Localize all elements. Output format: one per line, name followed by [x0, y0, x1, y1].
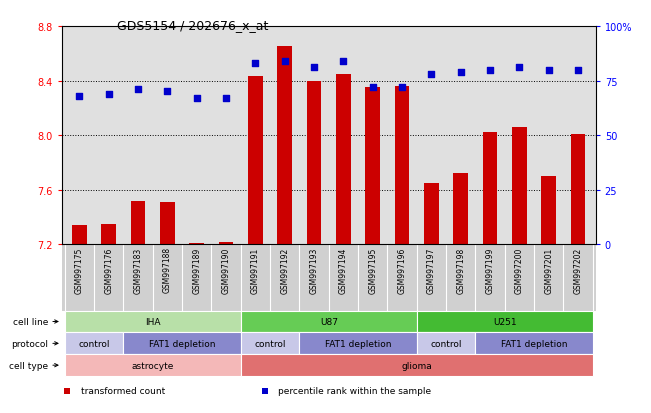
Bar: [65, 354, 241, 376]
Bar: [483, 133, 497, 244]
Bar: [307, 81, 322, 244]
Point: [339, 58, 349, 65]
Bar: [241, 354, 592, 376]
Bar: [102, 224, 116, 244]
Text: protocol: protocol: [12, 339, 48, 348]
Text: GSM997189: GSM997189: [192, 247, 201, 293]
Text: GDS5154 / 202676_x_at: GDS5154 / 202676_x_at: [117, 19, 269, 31]
Bar: [336, 74, 351, 244]
Bar: [241, 311, 417, 332]
Text: IHA: IHA: [145, 317, 161, 326]
Bar: [365, 88, 380, 244]
Text: cell line: cell line: [13, 317, 48, 326]
Text: cell type: cell type: [9, 361, 48, 370]
Point: [191, 95, 202, 102]
Text: GSM997175: GSM997175: [75, 247, 84, 293]
Text: U87: U87: [320, 317, 338, 326]
Text: control: control: [78, 339, 110, 348]
Text: U251: U251: [493, 317, 516, 326]
Bar: [160, 202, 174, 244]
Text: GSM997199: GSM997199: [486, 247, 495, 293]
Text: GSM997196: GSM997196: [398, 247, 407, 293]
Bar: [512, 128, 527, 244]
Point: [250, 61, 260, 67]
Point: [573, 67, 583, 74]
Bar: [241, 332, 299, 354]
Text: FAT1 depletion: FAT1 depletion: [325, 339, 391, 348]
Bar: [417, 311, 592, 332]
Point: [426, 71, 437, 78]
Point: [162, 89, 173, 95]
Point: [544, 67, 554, 74]
Bar: [571, 134, 585, 244]
Text: GSM997190: GSM997190: [221, 247, 230, 293]
Bar: [65, 311, 241, 332]
Point: [221, 95, 231, 102]
Point: [368, 85, 378, 91]
Bar: [219, 242, 234, 244]
Text: percentile rank within the sample: percentile rank within the sample: [278, 387, 431, 395]
Point: [309, 65, 319, 71]
Text: GSM997176: GSM997176: [104, 247, 113, 293]
Text: FAT1 depletion: FAT1 depletion: [149, 339, 215, 348]
Text: GSM997197: GSM997197: [427, 247, 436, 293]
Bar: [542, 177, 556, 244]
Bar: [124, 332, 241, 354]
Bar: [248, 77, 263, 244]
Text: GSM997192: GSM997192: [281, 247, 289, 293]
Bar: [395, 87, 409, 244]
Point: [514, 65, 525, 71]
Text: GSM997194: GSM997194: [339, 247, 348, 293]
Text: GSM997201: GSM997201: [544, 247, 553, 293]
Text: GSM997202: GSM997202: [574, 247, 583, 293]
Text: astrocyte: astrocyte: [132, 361, 174, 370]
Point: [133, 87, 143, 93]
Bar: [65, 332, 124, 354]
Point: [74, 93, 85, 100]
Bar: [72, 225, 87, 244]
Point: [397, 85, 408, 91]
Point: [456, 69, 466, 76]
Bar: [417, 332, 475, 354]
Bar: [453, 174, 468, 244]
Text: GSM997193: GSM997193: [310, 247, 318, 293]
Text: FAT1 depletion: FAT1 depletion: [501, 339, 567, 348]
Text: control: control: [255, 339, 286, 348]
Bar: [299, 332, 417, 354]
Text: GSM997195: GSM997195: [368, 247, 377, 293]
Text: GSM997183: GSM997183: [133, 247, 143, 293]
Point: [279, 58, 290, 65]
Text: GSM997191: GSM997191: [251, 247, 260, 293]
Bar: [189, 243, 204, 244]
Bar: [424, 183, 439, 244]
Text: glioma: glioma: [402, 361, 432, 370]
Text: GSM997198: GSM997198: [456, 247, 465, 293]
Bar: [475, 332, 592, 354]
Point: [104, 91, 114, 98]
Text: GSM997188: GSM997188: [163, 247, 172, 293]
Point: [485, 67, 495, 74]
Text: transformed count: transformed count: [81, 387, 165, 395]
Bar: [131, 201, 145, 244]
Text: GSM997200: GSM997200: [515, 247, 524, 293]
Text: control: control: [430, 339, 462, 348]
Bar: [277, 47, 292, 244]
